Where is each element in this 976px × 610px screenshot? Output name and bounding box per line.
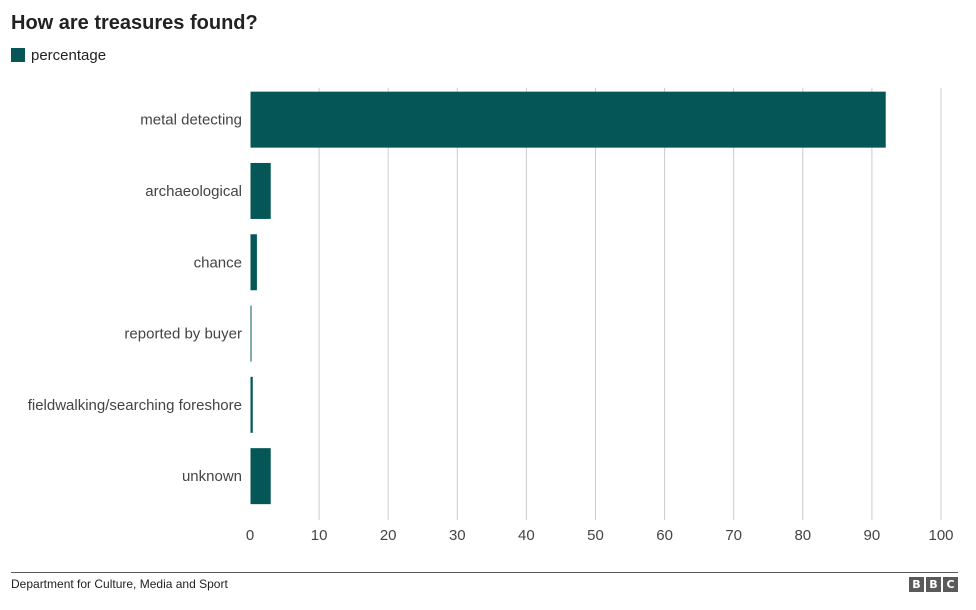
x-tick-label: 80: [794, 527, 811, 544]
bbc-logo-letter: C: [943, 577, 958, 592]
bbc-logo-letter: B: [909, 577, 924, 592]
bbc-logo-letter: B: [926, 577, 941, 592]
y-category-label: unknown: [182, 468, 242, 485]
bar: [250, 234, 257, 291]
y-category-label: chance: [194, 254, 242, 271]
y-category-label: metal detecting: [140, 112, 242, 129]
bbc-logo: B B C: [909, 577, 958, 592]
bar: [250, 305, 252, 362]
x-tick-label: 70: [725, 527, 742, 544]
x-tick-label: 30: [449, 527, 466, 544]
x-tick-label: 20: [380, 527, 397, 544]
bar: [250, 376, 253, 433]
x-tick-label: 0: [246, 527, 254, 544]
chart-title: How are treasures found?: [11, 12, 258, 34]
legend-swatch: [11, 48, 25, 62]
y-category-label: fieldwalking/searching foreshore: [28, 397, 242, 414]
bar-chart: 0 10 20 30 40 50 60 70 80 90 100 metal detecting arc…: [28, 88, 954, 544]
x-tick-label: 10: [311, 527, 328, 544]
x-tick-label: 40: [518, 527, 535, 544]
x-tick-label: 50: [587, 527, 604, 544]
y-category-label: archaeological: [145, 183, 242, 200]
bar: [250, 448, 271, 505]
source-note: Department for Culture, Media and Sport: [11, 577, 228, 591]
chart-legend: percentage: [11, 46, 106, 64]
footer-divider: [11, 572, 958, 573]
x-tick-label: 60: [656, 527, 673, 544]
x-tick-label: 90: [864, 527, 881, 544]
bar: [250, 91, 886, 148]
legend-label: percentage: [31, 46, 107, 64]
y-category-label: reported by buyer: [124, 326, 242, 343]
bar: [250, 162, 271, 219]
x-tick-label: 100: [928, 527, 953, 544]
